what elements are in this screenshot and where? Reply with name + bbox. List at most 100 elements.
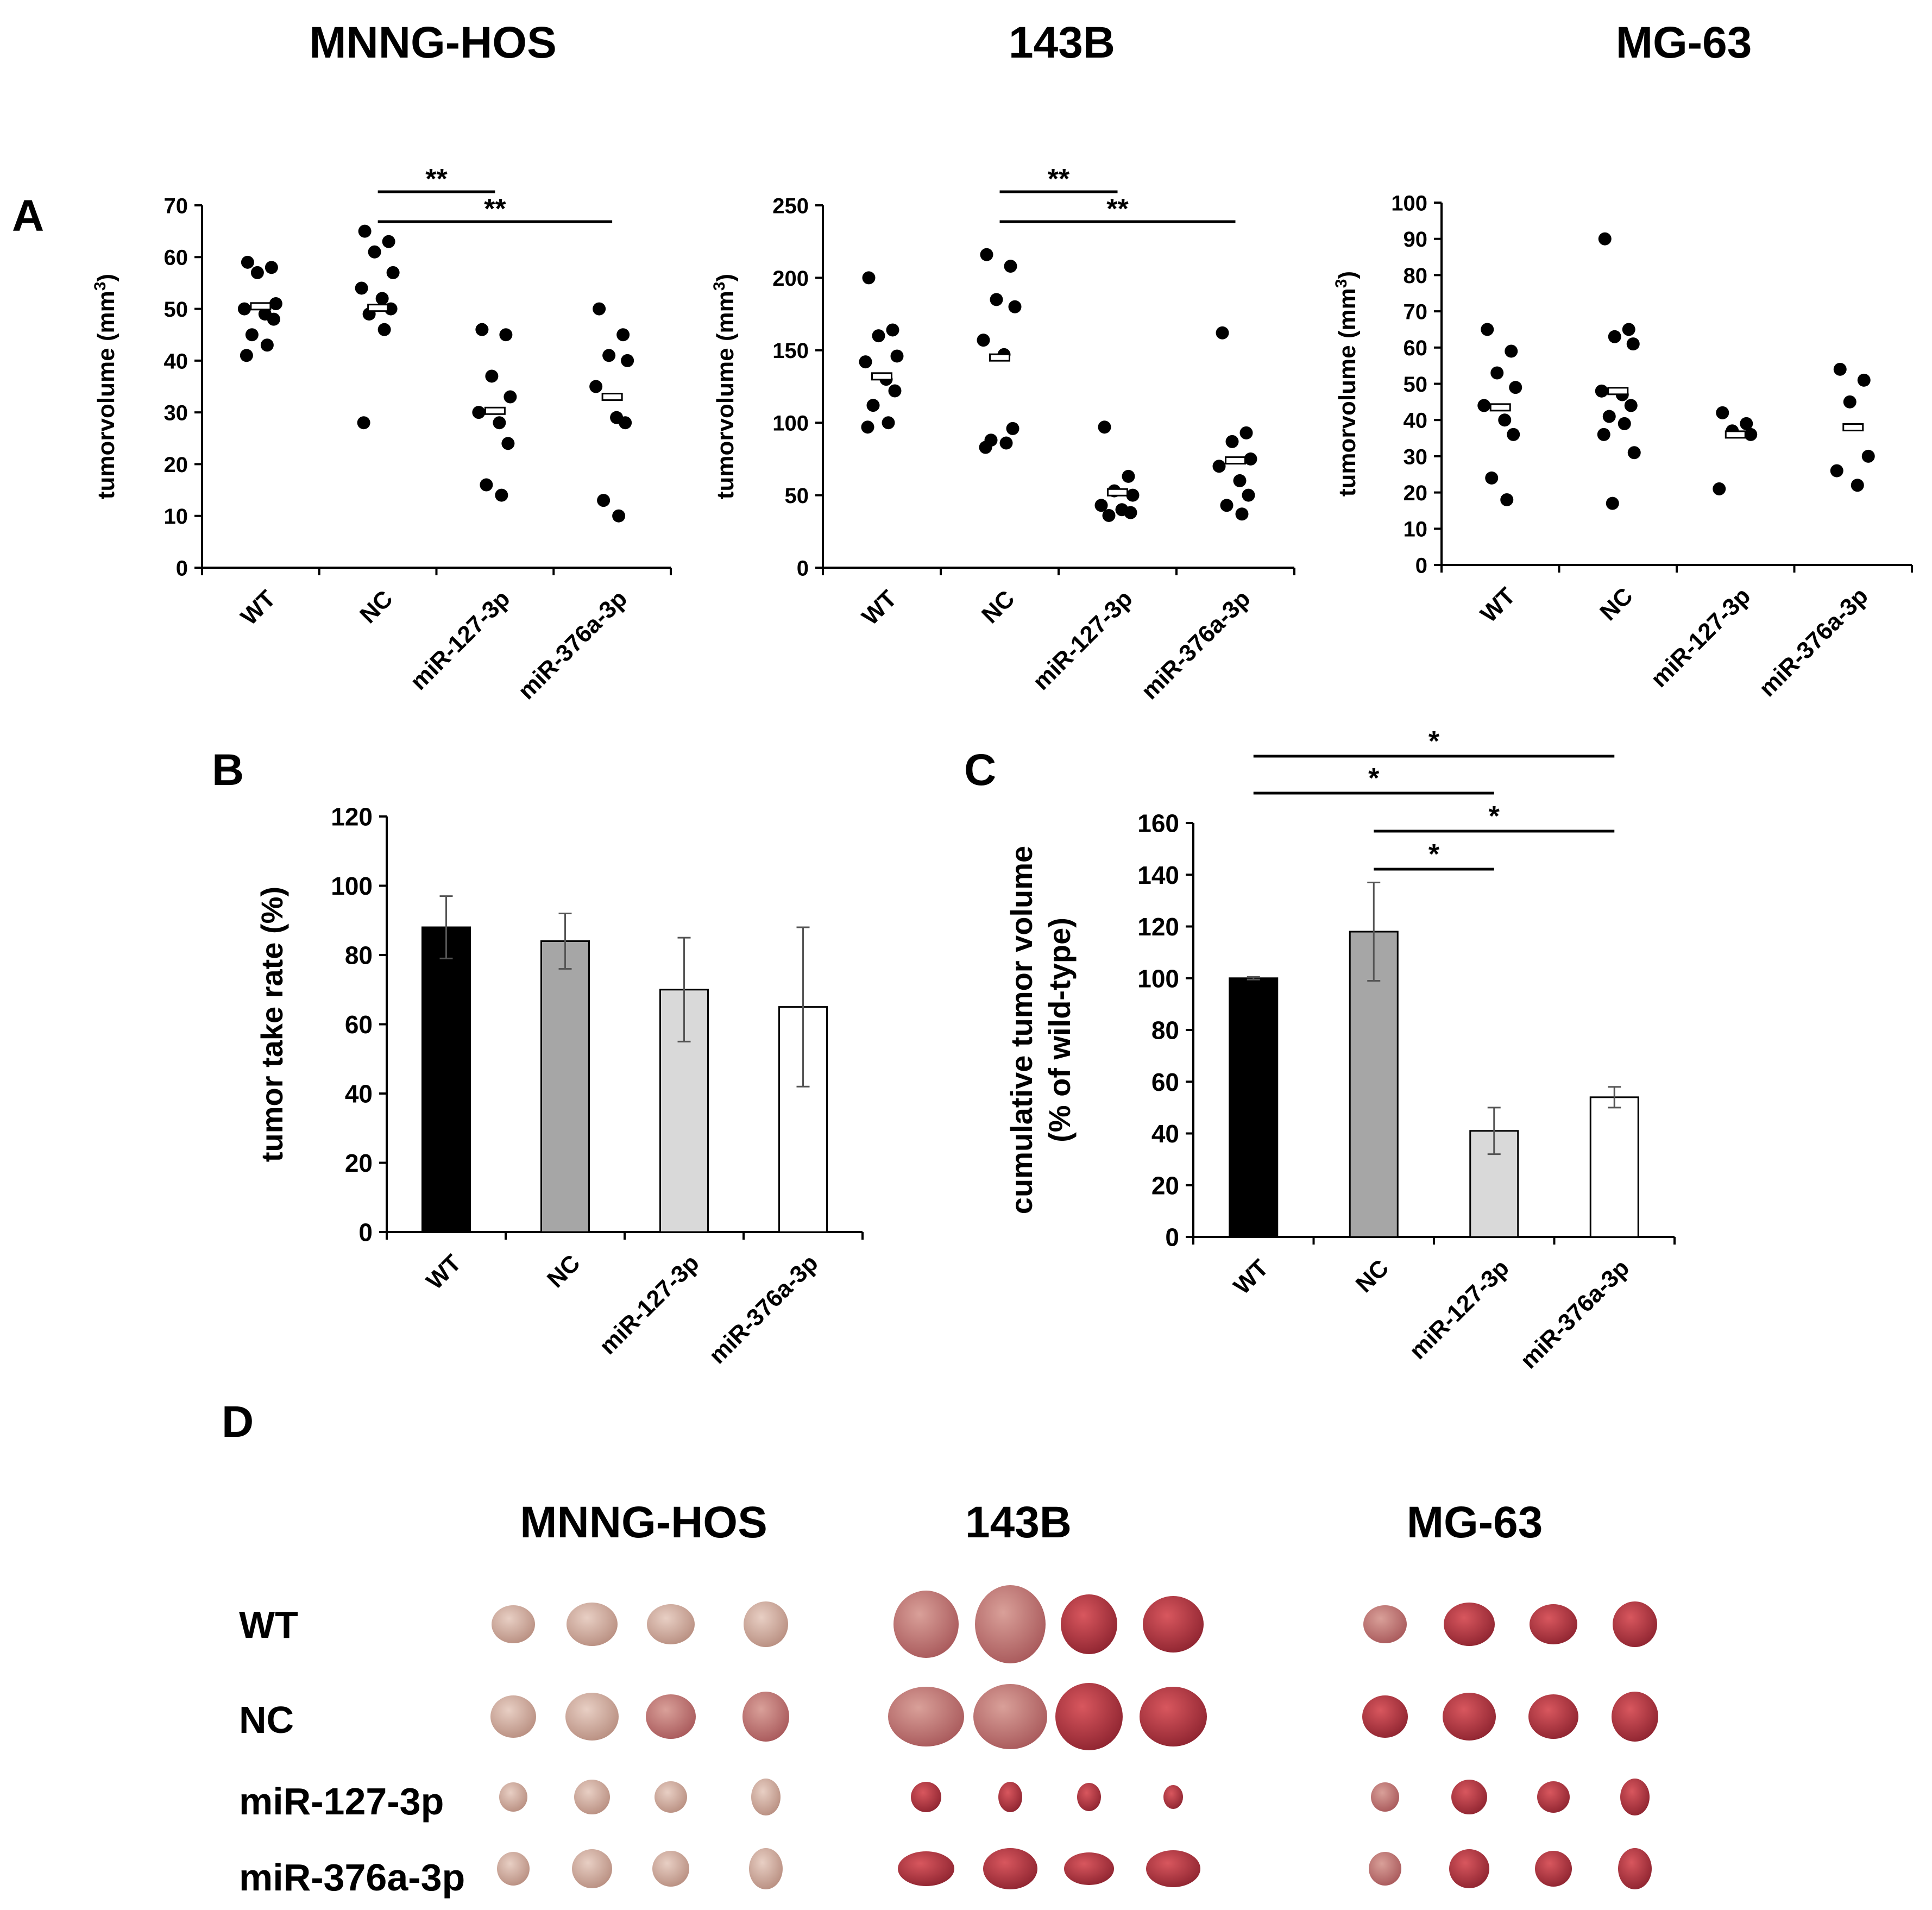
y-tick-label: 120 bbox=[331, 803, 373, 831]
tumor-photo bbox=[1363, 1605, 1407, 1643]
y-tick-label: 160 bbox=[1137, 809, 1179, 838]
tumor-photo bbox=[998, 1782, 1022, 1812]
tumor-photo bbox=[499, 1782, 527, 1812]
y-tick-label: 70 bbox=[1404, 300, 1428, 324]
y-tick-label: 0 bbox=[176, 556, 188, 580]
data-point-mir-127-3p bbox=[475, 323, 489, 336]
data-point-mir-127-3p bbox=[504, 390, 517, 404]
tumor-photo bbox=[1055, 1683, 1123, 1750]
data-point-nc bbox=[1598, 232, 1612, 246]
tumor-photo bbox=[1369, 1852, 1401, 1886]
tumor-photo bbox=[1451, 1780, 1487, 1814]
y-axis-label-line1: cumulative tumor volume bbox=[1004, 846, 1039, 1214]
mean-marker-mir-376a-3p bbox=[1225, 456, 1246, 465]
bar-nc bbox=[1349, 931, 1399, 1238]
column-title-mnng-hos: MNNG-HOS bbox=[309, 18, 557, 67]
data-point-nc bbox=[386, 266, 400, 279]
tumor-photo bbox=[567, 1603, 618, 1646]
data-point-wt bbox=[267, 312, 280, 326]
mean-marker-nc bbox=[1607, 387, 1629, 395]
significance-label: * bbox=[1428, 726, 1440, 757]
data-point-wt bbox=[237, 302, 251, 316]
panel-d-title-143b: 143B bbox=[965, 1498, 1072, 1547]
data-point-wt bbox=[1500, 493, 1514, 506]
data-point-nc bbox=[1626, 337, 1640, 351]
data-point-mir-127-3p bbox=[501, 437, 515, 450]
tumor-photo bbox=[655, 1781, 687, 1813]
data-point-mir-127-3p bbox=[1713, 482, 1726, 495]
y-tick-label: 40 bbox=[345, 1080, 373, 1108]
y-axis-label: tumor take rate (%) bbox=[255, 887, 289, 1162]
tumor-photo bbox=[646, 1694, 696, 1739]
data-point-nc bbox=[1004, 260, 1017, 273]
tumor-photo bbox=[1064, 1852, 1114, 1885]
data-point-mir-376a-3p bbox=[621, 354, 634, 367]
significance-label: * bbox=[1368, 763, 1380, 794]
data-point-nc bbox=[977, 334, 990, 347]
data-point-mir-127-3p bbox=[480, 478, 493, 492]
data-point-mir-376a-3p bbox=[1216, 326, 1229, 340]
tumor-photo bbox=[1061, 1594, 1117, 1654]
data-point-mir-376a-3p bbox=[1861, 449, 1875, 463]
y-tick-label: 60 bbox=[1404, 336, 1428, 360]
y-tick-label: 100 bbox=[331, 872, 373, 900]
data-point-wt bbox=[1485, 471, 1499, 485]
y-tick-label: 20 bbox=[345, 1149, 373, 1177]
y-tick-label: 100 bbox=[1391, 191, 1427, 215]
data-point-mir-376a-3p bbox=[1242, 488, 1255, 502]
data-point-nc bbox=[357, 416, 370, 430]
y-tick-label: 80 bbox=[1404, 264, 1428, 288]
data-point-wt bbox=[1498, 413, 1512, 427]
tumor-photo bbox=[749, 1848, 783, 1889]
data-point-wt bbox=[886, 323, 899, 337]
tumor-photo bbox=[1143, 1596, 1204, 1653]
y-tick-label: 30 bbox=[164, 401, 188, 425]
tumor-photo bbox=[1530, 1604, 1577, 1644]
data-point-wt bbox=[260, 338, 274, 352]
y-tick-label: 100 bbox=[1137, 964, 1179, 992]
y-axis-label-superscript: 3 bbox=[1332, 279, 1350, 288]
panel-letter-b: B bbox=[212, 745, 244, 795]
data-point-wt bbox=[866, 399, 880, 412]
data-point-mir-376a-3p bbox=[619, 416, 632, 430]
bar-wt bbox=[421, 926, 471, 1233]
y-tick-label: 70 bbox=[164, 194, 188, 218]
y-tick-label: 10 bbox=[164, 505, 188, 529]
data-point-wt bbox=[882, 416, 895, 430]
data-point-nc bbox=[358, 224, 372, 238]
data-point-nc bbox=[377, 323, 391, 336]
data-point-nc bbox=[1624, 399, 1638, 412]
significance-label: ** bbox=[484, 193, 506, 225]
y-axis-label-line2: (% of wild-type) bbox=[1042, 918, 1077, 1142]
data-point-wt bbox=[240, 349, 253, 362]
data-point-mir-376a-3p bbox=[602, 349, 616, 362]
data-point-mir-376a-3p bbox=[1857, 373, 1871, 387]
data-point-wt bbox=[862, 271, 876, 285]
tumor-photo bbox=[1163, 1785, 1183, 1809]
data-point-mir-376a-3p bbox=[1239, 426, 1253, 439]
column-title-143b: 143B bbox=[1009, 18, 1115, 67]
significance-label: * bbox=[1428, 839, 1440, 870]
y-tick-label: 50 bbox=[785, 484, 809, 508]
tumor-photo bbox=[1620, 1779, 1650, 1815]
tumor-photo bbox=[1618, 1848, 1652, 1889]
y-tick-label: 140 bbox=[1137, 861, 1179, 889]
data-point-mir-376a-3p bbox=[1233, 474, 1247, 487]
data-point-nc bbox=[1006, 422, 1020, 435]
tumor-photo bbox=[898, 1851, 954, 1886]
tumor-photo bbox=[1362, 1695, 1408, 1738]
tumor-photo bbox=[751, 1779, 781, 1815]
data-point-mir-127-3p bbox=[472, 406, 486, 419]
data-point-mir-127-3p bbox=[1126, 488, 1140, 502]
y-tick-label: 120 bbox=[1137, 913, 1179, 941]
tumor-photo bbox=[1528, 1694, 1578, 1739]
tumor-photo bbox=[744, 1601, 788, 1647]
data-point-mir-127-3p bbox=[495, 488, 508, 502]
data-point-wt bbox=[1509, 381, 1522, 394]
data-point-wt bbox=[872, 329, 885, 343]
y-tick-label: 40 bbox=[164, 349, 188, 373]
data-point-mir-376a-3p bbox=[1244, 452, 1257, 466]
mean-marker-mir-127-3p bbox=[1725, 430, 1746, 439]
y-tick-label: 150 bbox=[772, 339, 809, 363]
y-tick-label: 0 bbox=[1415, 554, 1427, 577]
